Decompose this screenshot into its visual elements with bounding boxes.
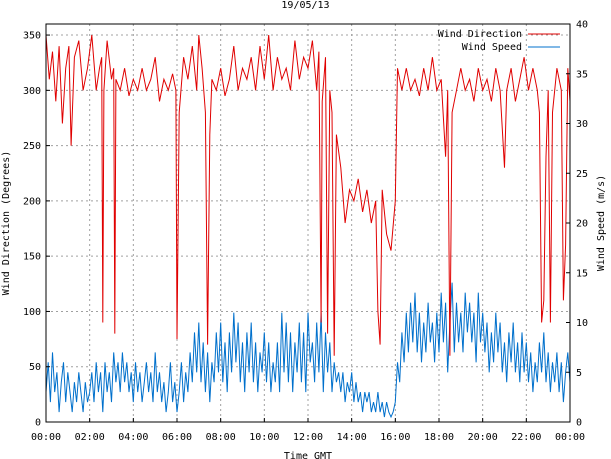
series-line-wind-direction bbox=[45, 35, 571, 356]
x-tick-label: 22:00 bbox=[511, 432, 541, 443]
x-tick-label: 00:00 bbox=[555, 432, 585, 443]
legend-label-wind-direction: Wind Direction bbox=[438, 29, 522, 40]
series-layer bbox=[45, 35, 571, 419]
x-tick-label: 12:00 bbox=[293, 432, 323, 443]
legend: Wind Direction Wind Speed bbox=[438, 29, 560, 53]
grid-lines bbox=[46, 24, 570, 422]
x-tick-label: 10:00 bbox=[249, 432, 279, 443]
x-tick-label: 02:00 bbox=[75, 432, 105, 443]
right-axis-label: Wind Speed (m/s) bbox=[596, 175, 607, 271]
left-tick-label: 150 bbox=[23, 252, 41, 263]
left-tick-label: 0 bbox=[35, 418, 41, 429]
x-tick-label: 14:00 bbox=[337, 432, 367, 443]
x-tick-label: 00:00 bbox=[31, 432, 61, 443]
left-axis-label: Wind Direction (Degrees) bbox=[1, 151, 12, 296]
chart-title: 19/05/13 bbox=[281, 0, 329, 11]
right-tick-label: 40 bbox=[576, 20, 588, 31]
x-tick-label: 18:00 bbox=[424, 432, 454, 443]
left-tick-label: 300 bbox=[23, 86, 41, 97]
right-axis: 0 5 10 15 20 25 30 35 40 bbox=[566, 20, 588, 429]
left-axis: 0 50 100 150 200 250 300 350 bbox=[23, 31, 50, 429]
left-tick-label: 250 bbox=[23, 141, 41, 152]
x-tick-label: 20:00 bbox=[468, 432, 498, 443]
right-tick-label: 35 bbox=[576, 69, 588, 80]
right-tick-label: 5 bbox=[576, 368, 582, 379]
right-tick-label: 20 bbox=[576, 219, 588, 230]
x-tick-label: 08:00 bbox=[206, 432, 236, 443]
legend-label-wind-speed: Wind Speed bbox=[462, 42, 522, 53]
x-tick-label: 06:00 bbox=[162, 432, 192, 443]
left-tick-label: 50 bbox=[29, 362, 41, 373]
right-tick-label: 10 bbox=[576, 318, 588, 329]
series-line-wind-speed bbox=[45, 282, 571, 419]
right-tick-label: 30 bbox=[576, 119, 588, 130]
left-tick-label: 200 bbox=[23, 196, 41, 207]
x-axis-label: Time GMT bbox=[284, 451, 332, 459]
left-tick-label: 100 bbox=[23, 307, 41, 318]
right-tick-label: 15 bbox=[576, 268, 588, 279]
right-tick-label: 25 bbox=[576, 169, 588, 180]
x-axis: 00:00 02:00 04:00 06:00 08:00 10:00 12:00 14:00… bbox=[31, 418, 585, 443]
x-tick-label: 04:00 bbox=[118, 432, 148, 443]
x-tick-label: 16:00 bbox=[380, 432, 410, 443]
left-tick-label: 350 bbox=[23, 31, 41, 42]
right-tick-label: 0 bbox=[576, 418, 582, 429]
